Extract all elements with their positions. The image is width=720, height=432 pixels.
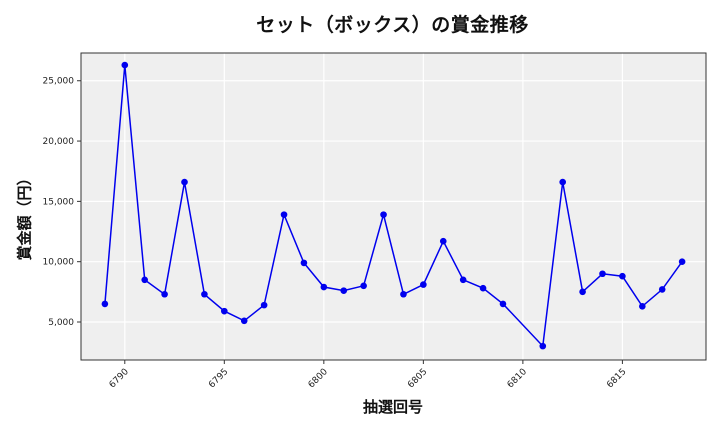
plot-border: [80, 52, 707, 361]
data-point-marker: [181, 178, 188, 186]
y-tick-label: 10,000: [43, 258, 75, 268]
data-point-marker: [320, 283, 328, 291]
data-point-marker: [420, 281, 427, 288]
x-axis-label: 抽選回号: [362, 398, 423, 416]
data-point-marker: [260, 301, 268, 309]
x-tick-label: 6795: [207, 367, 230, 390]
data-point-marker: [221, 307, 228, 315]
data-point-marker: [141, 276, 148, 284]
y-axis-ticks: 5,000 10,000 15,000 20,000 25,000: [43, 77, 81, 328]
data-point-marker: [360, 282, 367, 290]
data-point-marker: [300, 259, 308, 267]
data-point-marker: [240, 317, 248, 325]
data-point-marker: [439, 237, 447, 245]
data-point-marker: [539, 342, 547, 350]
data-point-marker: [161, 290, 168, 298]
plot-area: [81, 53, 706, 360]
data-point-marker: [639, 303, 646, 310]
x-tick-label: 6800: [307, 367, 330, 390]
data-point-marker: [101, 300, 109, 308]
data-point-marker: [340, 287, 348, 294]
data-point-marker: [400, 290, 407, 298]
data-point-marker: [658, 286, 666, 293]
y-tick-label: 25,000: [43, 77, 75, 87]
data-point-marker: [559, 178, 566, 186]
data-point-marker: [579, 288, 586, 296]
x-tick-label: 6790: [108, 367, 131, 390]
data-series: [101, 61, 686, 350]
data-point-marker: [380, 211, 387, 218]
data-point-marker: [599, 270, 606, 278]
data-point-marker: [619, 272, 626, 280]
y-tick-label: 15,000: [43, 197, 75, 207]
x-tick-label: 6815: [605, 367, 628, 390]
chart-title: セット（ボックス）の賞金推移: [256, 14, 529, 36]
x-tick-label: 6810: [506, 367, 529, 390]
data-point-marker: [280, 211, 288, 218]
x-axis-ticks: 6790 6795 6800 6805 6810 6815: [108, 360, 629, 390]
data-point-marker: [121, 61, 129, 69]
data-point-marker: [678, 258, 686, 265]
y-tick-label: 20,000: [43, 137, 75, 147]
data-point-marker: [479, 284, 487, 292]
y-tick-label: 5,000: [48, 318, 74, 328]
data-point-marker: [459, 276, 467, 284]
x-tick-label: 6805: [406, 367, 429, 390]
data-point-marker: [499, 300, 507, 308]
data-point-marker: [201, 290, 208, 298]
